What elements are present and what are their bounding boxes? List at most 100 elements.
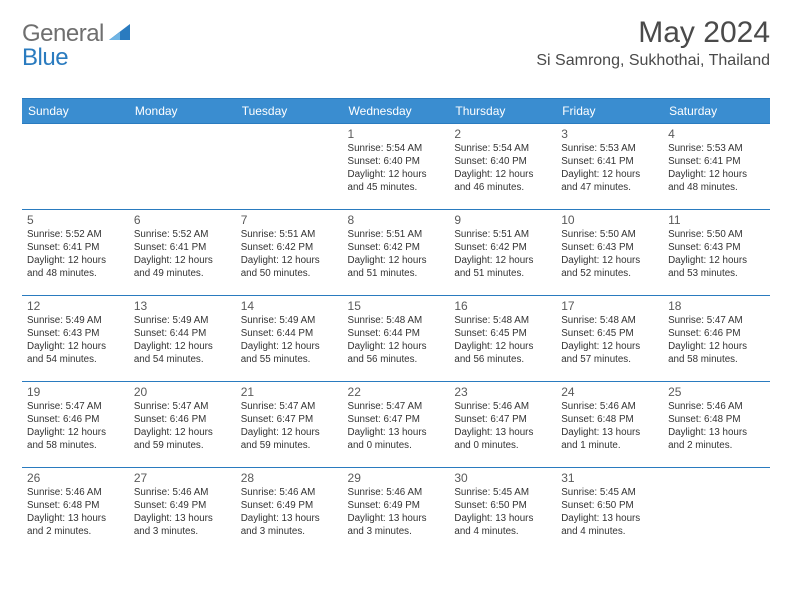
- day-number: 13: [134, 299, 231, 313]
- calendar-day-cell: 16Sunrise: 5:48 AMSunset: 6:45 PMDayligh…: [449, 296, 556, 382]
- day-detail: Sunrise: 5:53 AMSunset: 6:41 PMDaylight:…: [668, 143, 765, 195]
- calendar-day-cell: 27Sunrise: 5:46 AMSunset: 6:49 PMDayligh…: [129, 468, 236, 554]
- brand-text-blue-wrap: Blue: [22, 44, 68, 72]
- day-detail: Sunrise: 5:47 AMSunset: 6:46 PMDaylight:…: [668, 315, 765, 367]
- location-subtitle: Si Samrong, Sukhothai, Thailand: [536, 52, 770, 70]
- calendar-week-row: 1Sunrise: 5:54 AMSunset: 6:40 PMDaylight…: [22, 124, 770, 210]
- weekday-header: Wednesday: [343, 99, 450, 124]
- calendar-day-cell: 24 Sunrise: 5:46 AMSunset: 6:48 PMDayligh…: [556, 382, 663, 468]
- day-number: 31: [561, 471, 658, 485]
- day-number: 11: [668, 213, 765, 227]
- calendar-empty-cell: [22, 124, 129, 210]
- day-detail: Sunrise: 5:49 AMSunset: 6:44 PMDaylight:…: [134, 315, 231, 367]
- day-detail: Sunrise: 5:47 AMSunset: 6:46 PMDaylight:…: [134, 401, 231, 453]
- day-detail: Sunrise: 5:51 AMSunset: 6:42 PMDaylight:…: [241, 229, 338, 281]
- day-detail: Sunrise: 5:51 AMSunset: 6:42 PMDaylight:…: [348, 229, 445, 281]
- weekday-header: Monday: [129, 99, 236, 124]
- calendar-day-cell: 12 Sunrise: 5:49 AMSunset: 6:43 PMDayligh…: [22, 296, 129, 382]
- weekday-header: Saturday: [663, 99, 770, 124]
- weekday-header: Thursday: [449, 99, 556, 124]
- day-number: 29: [348, 471, 445, 485]
- calendar-day-cell: 1Sunrise: 5:54 AMSunset: 6:40 PMDaylight…: [343, 124, 450, 210]
- calendar-empty-cell: [236, 124, 343, 210]
- calendar-day-cell: 5Sunrise: 5:52 AMSunset: 6:41 PMDaylight…: [22, 210, 129, 296]
- day-detail: Sunrise: 5:47 AMSunset: 6:47 PMDaylight:…: [241, 401, 338, 453]
- calendar-day-cell: 21 Sunrise: 5:47 AMSunset: 6:47 PMDayligh…: [236, 382, 343, 468]
- day-number: 5: [27, 213, 124, 227]
- day-detail: Sunrise: 5:51 AMSunset: 6:42 PMDaylight:…: [454, 229, 551, 281]
- calendar-day-cell: 8 Sunrise: 5:51 AMSunset: 6:42 PMDaylight…: [343, 210, 450, 296]
- calendar-day-cell: 15 Sunrise: 5:48 AMSunset: 6:44 PMDayligh…: [343, 296, 450, 382]
- day-number: 26: [27, 471, 124, 485]
- day-number: 15: [348, 299, 445, 313]
- day-detail: Sunrise: 5:47 AMSunset: 6:46 PMDaylight:…: [27, 401, 124, 453]
- day-number: 2: [454, 127, 551, 141]
- day-number: 20: [134, 385, 231, 399]
- title-block: May 2024 Si Samrong, Sukhothai, Thailand: [536, 16, 770, 70]
- day-number: 18: [668, 299, 765, 313]
- calendar-day-cell: 4 Sunrise: 5:53 AMSunset: 6:41 PMDaylight…: [663, 124, 770, 210]
- day-detail: Sunrise: 5:48 AMSunset: 6:44 PMDaylight:…: [348, 315, 445, 367]
- day-detail: Sunrise: 5:46 AMSunset: 6:48 PMDaylight:…: [561, 401, 658, 453]
- calendar-week-row: 5 Sunrise: 5:52 AMSunset: 6:41 PMDaylight…: [22, 210, 770, 296]
- day-number: 7: [241, 213, 338, 227]
- day-number: 30: [454, 471, 551, 485]
- calendar-day-cell: 26Sunrise: 5:46 AMSunset: 6:48 PMDayligh…: [22, 468, 129, 554]
- day-detail: Sunrise: 5:47 AMSunset: 6:47 PMDaylight:…: [348, 401, 445, 453]
- calendar-day-cell: 3 Sunrise: 5:53 AMSunset: 6:41 PMDaylight…: [556, 124, 663, 210]
- day-number: 28: [241, 471, 338, 485]
- calendar-day-cell: 9Sunrise: 5:51 AMSunset: 6:42 PMDaylight…: [449, 210, 556, 296]
- calendar-day-cell: 20 Sunrise: 5:47 AMSunset: 6:46 PMDayligh…: [129, 382, 236, 468]
- day-number: 25: [668, 385, 765, 399]
- day-detail: Sunrise: 5:49 AMSunset: 6:43 PMDaylight:…: [27, 315, 124, 367]
- day-number: 8: [348, 213, 445, 227]
- day-detail: Sunrise: 5:48 AMSunset: 6:45 PMDaylight:…: [454, 315, 551, 367]
- calendar-header-row: SundayMondayTuesdayWednesdayThursdayFrid…: [22, 99, 770, 124]
- calendar-day-cell: 30Sunrise: 5:45 AMSunset: 6:50 PMDayligh…: [449, 468, 556, 554]
- calendar-day-cell: 25 Sunrise: 5:46 AMSunset: 6:48 PMDayligh…: [663, 382, 770, 468]
- day-detail: Sunrise: 5:48 AMSunset: 6:45 PMDaylight:…: [561, 315, 658, 367]
- weekday-header: Tuesday: [236, 99, 343, 124]
- calendar-empty-cell: [663, 468, 770, 554]
- calendar-day-cell: 11 Sunrise: 5:50 AMSunset: 6:43 PMDayligh…: [663, 210, 770, 296]
- day-number: 21: [241, 385, 338, 399]
- day-number: 4: [668, 127, 765, 141]
- calendar-day-cell: 31 Sunrise: 5:45 AMSunset: 6:50 PMDayligh…: [556, 468, 663, 554]
- day-number: 10: [561, 213, 658, 227]
- brand-triangle-icon: [109, 23, 131, 46]
- calendar-table: SundayMondayTuesdayWednesdayThursdayFrid…: [22, 98, 770, 554]
- calendar-page: General May 2024 Si Samrong, Sukhothai, …: [0, 0, 792, 612]
- page-header: General May 2024 Si Samrong, Sukhothai, …: [22, 16, 770, 70]
- calendar-day-cell: 19Sunrise: 5:47 AMSunset: 6:46 PMDayligh…: [22, 382, 129, 468]
- day-detail: Sunrise: 5:46 AMSunset: 6:47 PMDaylight:…: [454, 401, 551, 453]
- day-number: 3: [561, 127, 658, 141]
- day-number: 22: [348, 385, 445, 399]
- day-detail: Sunrise: 5:46 AMSunset: 6:49 PMDaylight:…: [241, 487, 338, 539]
- calendar-day-cell: 28 Sunrise: 5:46 AMSunset: 6:49 PMDayligh…: [236, 468, 343, 554]
- day-number: 6: [134, 213, 231, 227]
- calendar-body: 1Sunrise: 5:54 AMSunset: 6:40 PMDaylight…: [22, 124, 770, 554]
- calendar-week-row: 26Sunrise: 5:46 AMSunset: 6:48 PMDayligh…: [22, 468, 770, 554]
- day-detail: Sunrise: 5:46 AMSunset: 6:49 PMDaylight:…: [348, 487, 445, 539]
- calendar-week-row: 12 Sunrise: 5:49 AMSunset: 6:43 PMDayligh…: [22, 296, 770, 382]
- calendar-day-cell: 23Sunrise: 5:46 AMSunset: 6:47 PMDayligh…: [449, 382, 556, 468]
- calendar-day-cell: 14Sunrise: 5:49 AMSunset: 6:44 PMDayligh…: [236, 296, 343, 382]
- weekday-header: Sunday: [22, 99, 129, 124]
- day-detail: Sunrise: 5:52 AMSunset: 6:41 PMDaylight:…: [134, 229, 231, 281]
- calendar-day-cell: 22 Sunrise: 5:47 AMSunset: 6:47 PMDayligh…: [343, 382, 450, 468]
- day-detail: Sunrise: 5:54 AMSunset: 6:40 PMDaylight:…: [348, 143, 445, 195]
- calendar-day-cell: 17 Sunrise: 5:48 AMSunset: 6:45 PMDayligh…: [556, 296, 663, 382]
- day-detail: Sunrise: 5:46 AMSunset: 6:48 PMDaylight:…: [668, 401, 765, 453]
- day-detail: Sunrise: 5:50 AMSunset: 6:43 PMDaylight:…: [561, 229, 658, 281]
- day-number: 12: [27, 299, 124, 313]
- day-detail: Sunrise: 5:50 AMSunset: 6:43 PMDaylight:…: [668, 229, 765, 281]
- day-number: 14: [241, 299, 338, 313]
- day-detail: Sunrise: 5:53 AMSunset: 6:41 PMDaylight:…: [561, 143, 658, 195]
- day-number: 24: [561, 385, 658, 399]
- month-title: May 2024: [536, 16, 770, 50]
- weekday-header: Friday: [556, 99, 663, 124]
- day-number: 17: [561, 299, 658, 313]
- calendar-day-cell: 29 Sunrise: 5:46 AMSunset: 6:49 PMDayligh…: [343, 468, 450, 554]
- day-detail: Sunrise: 5:45 AMSunset: 6:50 PMDaylight:…: [561, 487, 658, 539]
- day-detail: Sunrise: 5:46 AMSunset: 6:49 PMDaylight:…: [134, 487, 231, 539]
